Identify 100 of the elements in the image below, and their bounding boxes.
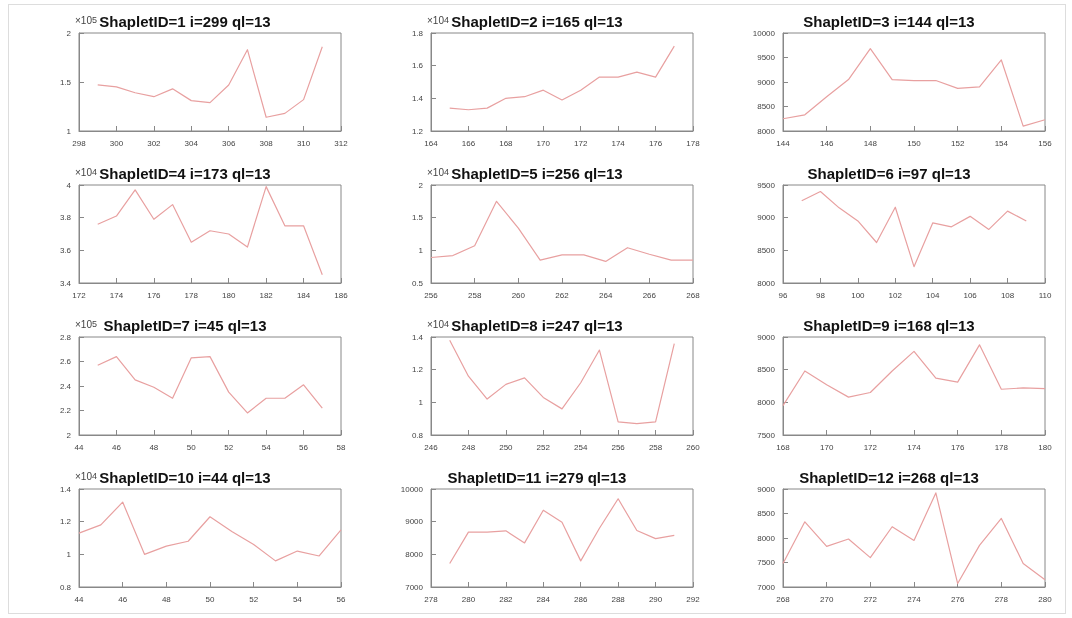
y-tick-label: 1.5: [411, 213, 424, 223]
x-tick-label: 258: [467, 290, 482, 300]
chart-title: ShapletID=2 i=165 ql=13: [451, 13, 623, 30]
y-tick-label: 0.8: [59, 582, 72, 592]
y-tick-label: 9000: [757, 332, 776, 342]
x-tick-label: 288: [611, 594, 626, 604]
y-tick-label: 1: [66, 549, 72, 559]
y-tick-label: 1.8: [411, 28, 424, 38]
text: ×104: [427, 166, 449, 178]
x-tick-label: 54: [292, 594, 303, 604]
y-tick-label: 7000: [405, 582, 424, 592]
y-tick-label: 1: [66, 126, 72, 136]
y-tick-label: 0.5: [411, 278, 424, 288]
chart-title: ShapletID=1 i=299 ql=13: [99, 13, 271, 30]
y-tick-label: 9000: [757, 213, 776, 223]
y-tick-label: 3.6: [59, 245, 72, 255]
x-tick-label: 276: [950, 594, 965, 604]
x-tick-label: 58: [336, 442, 346, 452]
x-tick-label: 178: [994, 442, 1009, 452]
x-tick-label: 48: [161, 594, 172, 604]
x-tick-label: 46: [118, 594, 128, 604]
chart-title: ShapletID=3 i=144 ql=13: [803, 13, 975, 30]
x-tick-label: 178: [686, 138, 701, 148]
x-tick-label: 168: [776, 442, 791, 452]
x-tick-label: 168: [499, 138, 514, 148]
y-tick-label: 8000: [405, 549, 424, 559]
x-tick-label: 308: [259, 138, 274, 148]
x-tick-label: 174: [109, 290, 124, 300]
x-tick-label: 106: [963, 290, 978, 300]
line-series: [449, 498, 675, 565]
x-tick-label: 302: [147, 138, 162, 148]
x-tick-label: 282: [499, 594, 514, 604]
x-tick-label: 304: [184, 138, 199, 148]
x-tick-label: 254: [574, 442, 588, 452]
line-series: [97, 356, 323, 414]
x-tick-label: 280: [461, 594, 476, 604]
x-tick-label: 274: [907, 594, 922, 604]
x-tick-label: 268: [686, 290, 701, 300]
x-tick-label: 298: [72, 138, 87, 148]
x-tick-label: 56: [299, 442, 309, 452]
text: ×105: [75, 318, 97, 330]
x-tick-label: 266: [642, 290, 657, 300]
x-tick-label: 52: [249, 594, 259, 604]
y-tick-label: 1.6: [411, 61, 424, 71]
chart-title: ShapletID=9 i=168 ql=13: [803, 317, 975, 334]
x-tick-label: 180: [222, 290, 236, 300]
x-tick-label: 272: [863, 594, 878, 604]
chart-title: ShapletID=12 i=268 ql=13: [799, 469, 979, 486]
x-tick-label: 256: [424, 290, 439, 300]
y-tick-label: 1.2: [59, 517, 72, 527]
x-tick-label: 258: [648, 442, 663, 452]
x-tick-label: 56: [336, 594, 346, 604]
x-tick-label: 252: [536, 442, 551, 452]
x-tick-label: 186: [334, 290, 349, 300]
line-series: [430, 200, 694, 263]
y-tick-label: 8000: [757, 278, 776, 288]
x-tick-label: 144: [776, 138, 791, 148]
y-tick-label: 2.6: [59, 357, 72, 366]
x-tick-label: 306: [222, 138, 236, 148]
x-tick-label: 280: [1038, 594, 1053, 604]
y-tick-label: 9000: [405, 517, 424, 527]
y-tick-label: 10000: [400, 484, 424, 494]
x-tick-label: 156: [1038, 138, 1053, 148]
x-tick-label: 286: [574, 594, 588, 604]
text: ×104: [75, 470, 97, 482]
x-tick-label: 100: [851, 290, 866, 300]
x-tick-label: 246: [424, 442, 439, 452]
text: ×104: [427, 14, 449, 26]
chart-title: ShapletID=6 i=97 ql=13: [807, 165, 971, 182]
y-tick-label: 2: [66, 430, 72, 440]
x-tick-label: 50: [186, 442, 197, 452]
x-tick-label: 174: [611, 138, 626, 148]
x-tick-label: 44: [74, 594, 84, 604]
x-tick-label: 284: [536, 594, 551, 604]
line-series: [782, 344, 1046, 407]
chart-title: ShapletID=8 i=247 ql=13: [451, 317, 623, 334]
y-tick-label: 1: [418, 245, 424, 255]
y-tick-label: 2.4: [59, 381, 72, 391]
y-tick-label: 7500: [757, 558, 776, 567]
y-tick-label: 8500: [757, 509, 776, 518]
line-series: [449, 339, 675, 425]
x-tick-label: 54: [261, 442, 272, 452]
x-tick-label: 172: [574, 138, 588, 148]
y-tick-label: 2.8: [59, 332, 72, 342]
y-tick-label: 2.2: [59, 406, 72, 415]
x-tick-label: 278: [424, 594, 439, 604]
x-tick-label: 180: [1038, 442, 1053, 452]
x-tick-label: 300: [109, 138, 124, 148]
y-tick-label: 1.4: [411, 332, 424, 342]
x-tick-label: 292: [686, 594, 701, 604]
x-tick-label: 310: [296, 138, 311, 148]
x-tick-label: 250: [499, 442, 514, 452]
x-tick-label: 48: [149, 442, 159, 452]
x-tick-label: 178: [184, 290, 199, 300]
y-tick-label: 9000: [757, 77, 776, 87]
x-tick-label: 52: [224, 442, 234, 452]
x-tick-label: 176: [648, 138, 663, 148]
line-series: [449, 45, 675, 111]
y-tick-label: 8500: [757, 102, 776, 111]
x-tick-label: 170: [819, 442, 834, 452]
